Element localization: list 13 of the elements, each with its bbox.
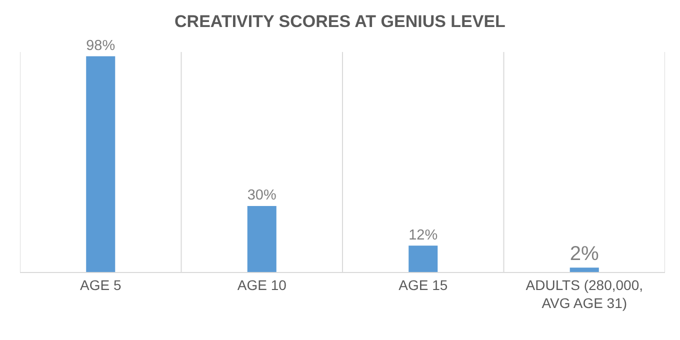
x-tick-label: AGE 5 — [80, 276, 122, 293]
x-tick-label: ADULTS (280,000, AVG AGE 31) — [526, 276, 644, 311]
data-label: 30% — [247, 188, 276, 204]
data-label: 2% — [570, 243, 600, 266]
chart-title: CREATIVITY SCORES AT GENIUS LEVEL — [174, 12, 506, 32]
bar — [247, 206, 276, 272]
x-tick-label: AGE 10 — [237, 276, 287, 293]
x-tick-label: AGE 15 — [398, 276, 448, 293]
bar — [86, 56, 116, 272]
data-label: 12% — [408, 227, 438, 244]
bar — [408, 246, 438, 272]
data-label: 98% — [86, 38, 116, 54]
bar — [570, 268, 599, 272]
